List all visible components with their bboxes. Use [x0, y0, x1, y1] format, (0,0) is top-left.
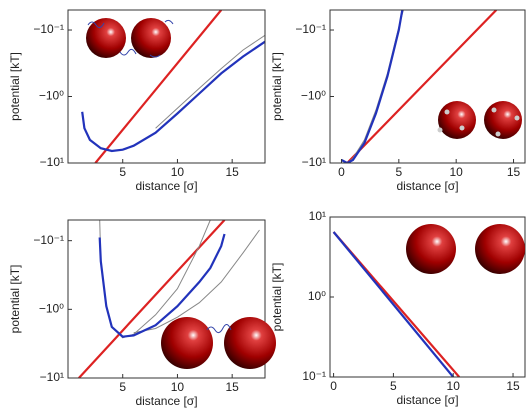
data-line	[78, 220, 226, 378]
sphere-pair-tethered	[161, 317, 276, 369]
y-axis-label: potential [kT]	[270, 263, 284, 332]
sphere-pair-patches	[437, 101, 522, 139]
x-tick-label: 10	[171, 380, 185, 394]
x-tick-label: 15	[225, 165, 239, 179]
x-tick-label: 15	[506, 379, 520, 393]
sphere-pair-bare	[406, 224, 525, 274]
data-line	[81, 40, 265, 153]
panel: 5 10 15 −10⁻¹ −10⁰ −10¹ distance [σ] potential …	[8, 9, 266, 193]
data-line	[94, 10, 223, 163]
axes-frame	[329, 9, 526, 164]
data-line	[341, 10, 404, 163]
y-tick-label: −10⁰	[301, 89, 326, 103]
y-tick-label: −10⁰	[39, 89, 64, 103]
y-axis-label: potential [kT]	[8, 265, 22, 334]
x-tick-label: 15	[225, 380, 239, 394]
sphere-pair-polymer	[86, 18, 174, 58]
y-tick-label: 10¹	[309, 209, 326, 223]
data-line	[133, 229, 260, 334]
x-tick-label: 15	[507, 165, 521, 179]
y-axis-label: potential [kT]	[8, 52, 22, 121]
x-axis-label: distance [σ]	[135, 179, 197, 193]
x-axis-label: distance [σ]	[135, 394, 197, 408]
x-tick-label: 5	[395, 165, 402, 179]
y-tick-label: 10⁰	[308, 289, 326, 303]
x-axis-label: distance [σ]	[396, 393, 458, 407]
data-line	[332, 231, 455, 377]
x-tick-label: 5	[390, 379, 397, 393]
y-axis-label: potential [kT]	[270, 52, 284, 121]
y-tick-label: −10⁰	[39, 302, 64, 316]
y-tick-label: −10⁻¹	[295, 22, 326, 36]
plots: 5 10 15 −10⁻¹ −10⁰ −10¹ distance [σ] potential …	[8, 9, 526, 408]
y-tick-label: −10⁻¹	[33, 233, 64, 247]
data-line	[346, 10, 498, 163]
x-tick-label: 0	[338, 165, 345, 179]
data-line	[155, 34, 265, 129]
data-line	[340, 10, 404, 163]
panel: 0 5 10 15 10¹ 10⁰ 10⁻¹ distance [σ] potential [k…	[270, 209, 526, 407]
panel: 5 10 15 −10⁻¹ −10⁰ −10¹ distance [σ] potential …	[8, 219, 266, 408]
y-tick-label: −10¹	[40, 370, 64, 384]
y-tick-label: 10⁻¹	[302, 369, 326, 383]
y-tick-label: −10¹	[40, 155, 64, 169]
y-tick-label: −10⁻¹	[33, 22, 64, 36]
x-tick-label: 10	[447, 379, 461, 393]
x-tick-label: 5	[119, 380, 126, 394]
x-tick-label: 10	[171, 165, 185, 179]
x-tick-label: 10	[449, 165, 463, 179]
x-tick-label: 0	[330, 379, 337, 393]
panel: 0 5 10 15 −10⁻¹ −10⁰ −10¹ distance [σ] potential…	[270, 9, 526, 193]
axes-frame	[67, 9, 266, 164]
illustrations	[86, 18, 525, 369]
axes-frame	[67, 219, 266, 379]
data-line	[98, 233, 226, 338]
y-tick-label: −10¹	[302, 155, 326, 169]
x-axis-label: distance [σ]	[396, 179, 458, 193]
x-tick-label: 5	[119, 165, 126, 179]
